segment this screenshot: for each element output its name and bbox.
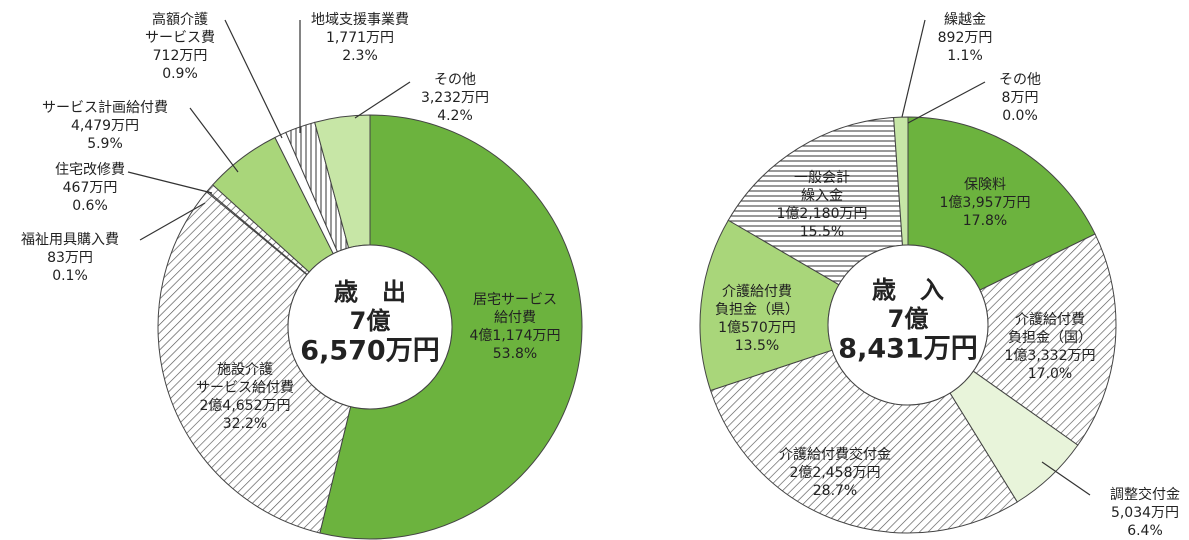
slice-label: 繰入金 — [801, 188, 843, 204]
slice-amount: 4,479万円 — [71, 118, 139, 134]
leader-line — [139, 202, 206, 241]
center-label: 7億 — [350, 307, 391, 335]
center-label: 歳 出 — [334, 278, 406, 306]
slice-amount: 8万円 — [1002, 90, 1039, 106]
slice-label: 繰越金 — [944, 12, 986, 28]
slice-label: サービス費 — [145, 30, 215, 46]
slice-percent: 5.9% — [87, 136, 123, 152]
center-label: 6,570万円 — [300, 336, 439, 367]
slice-amount: 1億3,332万円 — [1005, 348, 1096, 364]
slice-amount: 2億2,458万円 — [790, 465, 881, 481]
slice-amount: 3,232万円 — [421, 90, 489, 106]
slice-amount: 467万円 — [63, 180, 118, 196]
slice-percent: 53.8% — [493, 346, 537, 362]
slice-percent: 17.0% — [1028, 366, 1072, 382]
slice-label: サービス計画給付費 — [42, 100, 168, 116]
slice-amount: 2億4,652万円 — [200, 398, 291, 414]
slice-percent: 0.0% — [1002, 108, 1038, 124]
leader-line — [189, 107, 239, 173]
slice-label: 負担金（県） — [715, 302, 799, 318]
slice-percent: 0.6% — [72, 198, 108, 214]
slice-amount: 892万円 — [938, 30, 993, 46]
center-label: 8,431万円 — [838, 334, 977, 365]
leader-line — [127, 171, 213, 194]
slice-percent: 2.3% — [342, 48, 378, 64]
slice-label: 高額介護 — [152, 11, 208, 28]
slice-amount: 1,771万円 — [326, 30, 394, 46]
slice-label: 介護給付費 — [1015, 312, 1085, 328]
slice-amount: 1億570万円 — [718, 320, 796, 336]
leader-line — [224, 19, 283, 139]
slice-label: 保険料 — [964, 177, 1006, 193]
slice-percent: 13.5% — [735, 338, 779, 354]
slice-percent: 0.1% — [52, 268, 88, 284]
slice-percent: 1.1% — [947, 48, 983, 64]
leader-line — [1041, 461, 1091, 496]
slice-amount: 1億3,957万円 — [940, 195, 1031, 211]
donut-hole — [827, 244, 989, 406]
slice-percent: 28.7% — [813, 483, 857, 499]
leader-line — [901, 19, 926, 118]
slice-label: 施設介護 — [217, 362, 273, 378]
slice-label: 介護給付費 — [722, 284, 792, 300]
slice-amount: 4億1,174万円 — [470, 328, 561, 344]
slice-label: 住宅改修費 — [55, 162, 125, 178]
slice-label: 介護給付費交付金 — [779, 446, 891, 463]
slice-percent: 15.5% — [800, 224, 844, 240]
slice-amount: 83万円 — [47, 250, 93, 266]
slice-label: 福祉用具購入費 — [21, 232, 119, 248]
slice-label: 居宅サービス — [473, 292, 557, 308]
slice-percent: 17.8% — [963, 213, 1007, 229]
slice-percent: 6.4% — [1127, 523, 1163, 539]
leader-line — [907, 81, 986, 124]
slice-label: 地域支援事業費 — [311, 12, 409, 28]
slice-label: その他 — [434, 72, 476, 88]
slice-label: 一般会計 — [794, 170, 850, 186]
slice-label: サービス給付費 — [196, 380, 294, 396]
leader-line — [354, 81, 411, 119]
slice-label: その他 — [999, 72, 1041, 88]
donut-hole — [287, 244, 453, 410]
slice-label: 負担金（国） — [1008, 330, 1092, 346]
slice-percent: 0.9% — [162, 66, 198, 82]
center-label: 7億 — [888, 305, 929, 333]
slice-amount: 5,034万円 — [1111, 505, 1179, 521]
slice-percent: 32.2% — [223, 416, 267, 432]
center-label: 歳 入 — [872, 276, 944, 304]
slice-amount: 712万円 — [153, 48, 208, 64]
slice-amount: 1億2,180万円 — [777, 206, 868, 222]
slice-label: 調整交付金 — [1110, 486, 1180, 503]
slice-percent: 4.2% — [437, 108, 473, 124]
slice-label: 給付費 — [494, 310, 536, 326]
